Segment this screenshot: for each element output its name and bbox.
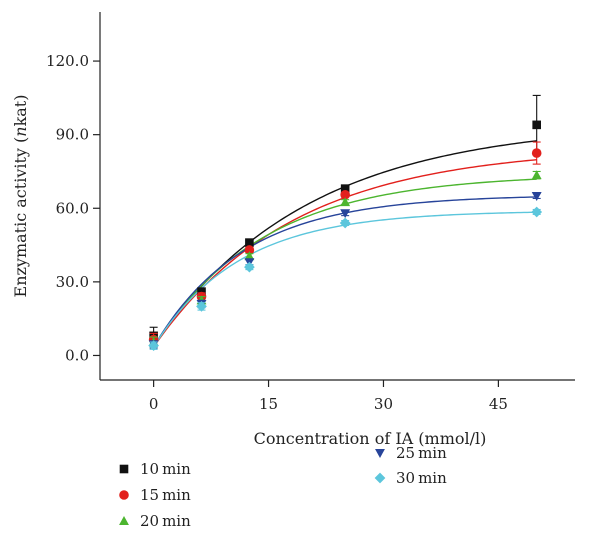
y-tick-label: 120.0 — [46, 52, 89, 70]
data-point — [148, 340, 160, 352]
fit-curves — [153, 140, 537, 348]
legend-marker — [375, 449, 385, 458]
data-point — [531, 206, 543, 218]
legend-marker — [374, 472, 386, 484]
legend-label: 15 min — [140, 486, 191, 504]
data-point — [532, 120, 541, 130]
fit-curve — [153, 211, 537, 348]
legend-label: 25 min — [396, 444, 447, 462]
x-tick-label: 0 — [149, 395, 159, 413]
data-point — [340, 184, 350, 193]
data-points — [148, 94, 543, 352]
data-point — [531, 192, 542, 201]
data-point — [245, 238, 254, 247]
x-ticks: 0 15 30 45 — [149, 380, 508, 413]
x-tick-label: 30 — [374, 395, 393, 413]
y-axis-title: Enzymatic activity (nkat) — [11, 95, 30, 298]
legend-marker — [119, 464, 129, 474]
data-point — [340, 209, 351, 219]
legend-label: 10 min — [140, 460, 191, 478]
data-point — [340, 189, 350, 200]
data-point — [340, 197, 351, 207]
legend-label: 20 min — [140, 512, 191, 530]
y-axis-title-unit-prefix: n — [11, 126, 30, 136]
y-tick-label: 0.0 — [65, 346, 89, 364]
x-tick-label: 15 — [259, 395, 278, 413]
y-tick-label: 90.0 — [56, 126, 89, 144]
y-axis-title-prefix: Enzymatic activity ( — [11, 137, 30, 298]
data-point — [244, 245, 255, 255]
data-point — [339, 217, 351, 229]
x-tick-label: 45 — [489, 395, 508, 413]
data-point — [197, 287, 206, 296]
y-axis-title-suffix: kat) — [11, 95, 30, 127]
y-tick-label: 30.0 — [56, 273, 89, 291]
data-point — [244, 261, 255, 273]
fit-curve — [153, 140, 537, 347]
legend: 10 min 15 min 20 min 25 min 30 min — [119, 444, 447, 530]
axes — [99, 12, 575, 381]
data-point — [196, 301, 207, 312]
legend-marker — [119, 516, 129, 525]
data-point — [531, 148, 542, 158]
y-ticks: 0.0 30.0 60.0 90.0 120.0 — [46, 52, 100, 364]
legend-marker — [119, 490, 129, 500]
legend-label: 30 min — [396, 469, 447, 487]
data-point — [244, 251, 255, 261]
data-point — [531, 170, 542, 180]
y-tick-label: 60.0 — [56, 199, 89, 217]
x-axis-title: Concentration of IA (mmol/l) — [254, 429, 487, 448]
